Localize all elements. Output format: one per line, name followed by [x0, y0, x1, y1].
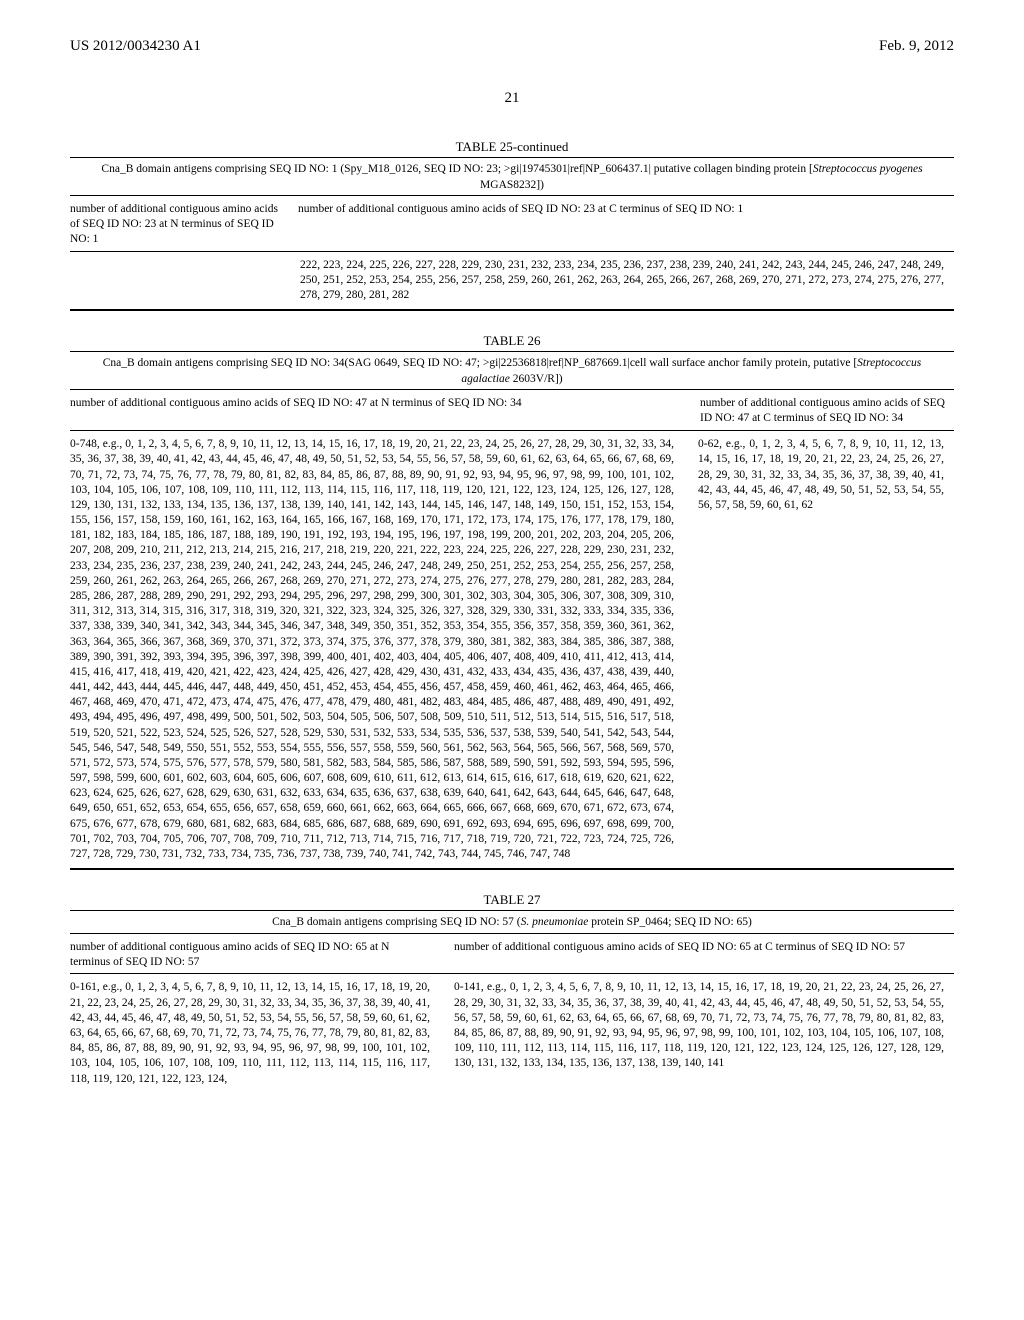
table-27-col2-body: 0-141, e.g., 0, 1, 2, 3, 4, 5, 6, 7, 8, … [454, 974, 954, 1092]
table-25-col2-header: number of additional contiguous amino ac… [298, 196, 954, 252]
table-25-subtitle: Cna_B domain antigens comprising SEQ ID … [70, 157, 954, 196]
table-26-col2-header: number of additional contiguous amino ac… [700, 390, 954, 431]
publication-date: Feb. 9, 2012 [879, 38, 954, 55]
table-27-row: 0-161, e.g., 0, 1, 2, 3, 4, 5, 6, 7, 8, … [70, 974, 954, 1092]
table-27-col2-header: number of additional contiguous amino ac… [454, 934, 954, 975]
page-header: US 2012/0034230 A1 Feb. 9, 2012 [70, 38, 954, 55]
table-27-subtitle: Cna_B domain antigens comprising SEQ ID … [70, 911, 954, 934]
table-26: TABLE 26 Cna_B domain antigens comprisin… [70, 333, 954, 870]
table-26-subtitle: Cna_B domain antigens comprising SEQ ID … [70, 352, 954, 390]
table-27-col1-header: number of additional contiguous amino ac… [70, 934, 454, 975]
table-25-col1-body [70, 252, 300, 310]
table-25-col2-body: 222, 223, 224, 225, 226, 227, 228, 229, … [300, 252, 954, 310]
table-25-col1-header: number of additional contiguous amino ac… [70, 196, 298, 252]
table-26-col1-body: 0-748, e.g., 0, 1, 2, 3, 4, 5, 6, 7, 8, … [70, 431, 698, 868]
patent-page: US 2012/0034230 A1 Feb. 9, 2012 21 TABLE… [0, 0, 1024, 1151]
table-26-title: TABLE 26 [70, 333, 954, 349]
table-25-title: TABLE 25-continued [70, 139, 954, 155]
table-25-headers: number of additional contiguous amino ac… [70, 196, 954, 252]
table-27: TABLE 27 Cna_B domain antigens comprisin… [70, 892, 954, 1093]
table-27-headers: number of additional contiguous amino ac… [70, 934, 954, 975]
table-27-col1-body: 0-161, e.g., 0, 1, 2, 3, 4, 5, 6, 7, 8, … [70, 974, 454, 1092]
page-number: 21 [0, 90, 1024, 107]
table-26-col1-header: number of additional contiguous amino ac… [70, 390, 700, 431]
table-26-headers: number of additional contiguous amino ac… [70, 390, 954, 431]
table-25-row: 222, 223, 224, 225, 226, 227, 228, 229, … [70, 252, 954, 312]
table-26-col2-body: 0-62, e.g., 0, 1, 2, 3, 4, 5, 6, 7, 8, 9… [698, 431, 954, 868]
table-27-title: TABLE 27 [70, 892, 954, 908]
publication-number: US 2012/0034230 A1 [70, 38, 201, 55]
page-content: TABLE 25-continued Cna_B domain antigens… [70, 139, 954, 1093]
table-25-continued: TABLE 25-continued Cna_B domain antigens… [70, 139, 954, 311]
table-26-row: 0-748, e.g., 0, 1, 2, 3, 4, 5, 6, 7, 8, … [70, 431, 954, 870]
